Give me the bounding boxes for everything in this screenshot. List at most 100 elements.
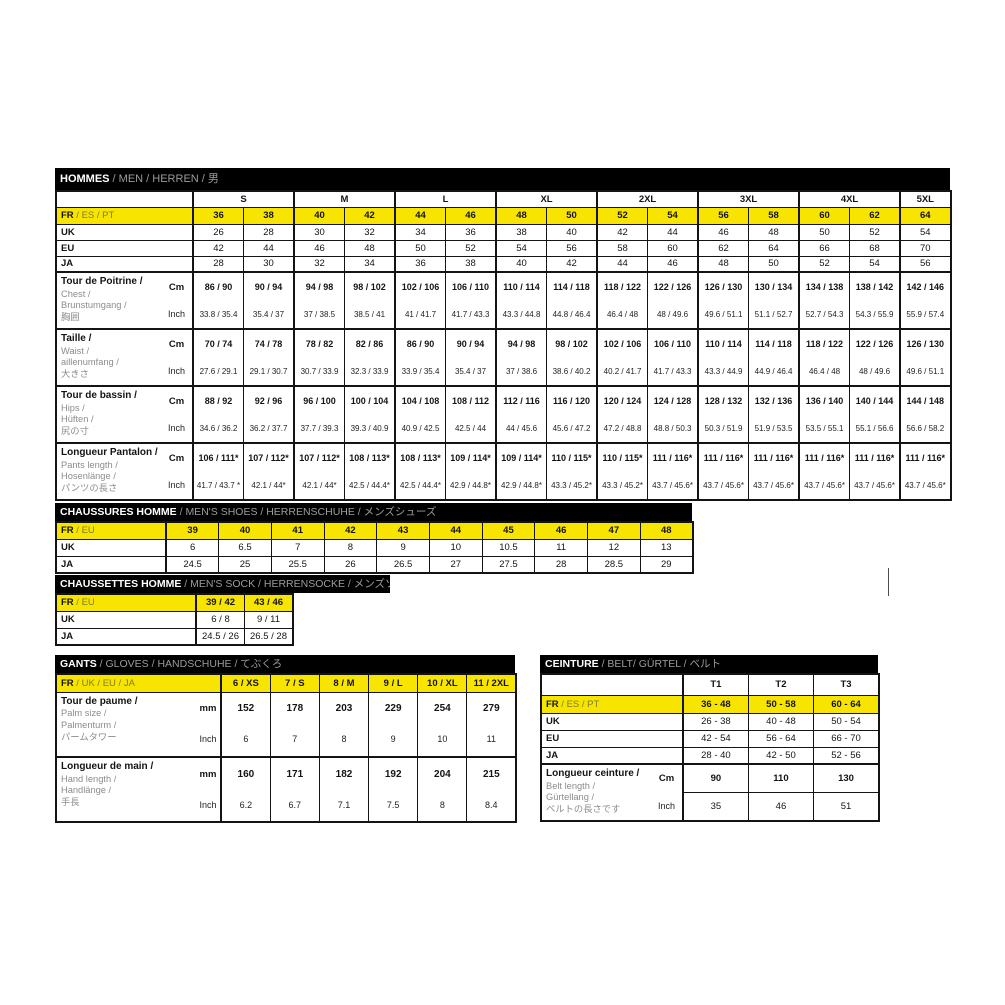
size-cell: 132 / 136 51.9 / 53.5	[748, 385, 801, 444]
size-group-header: 5XL	[899, 190, 952, 208]
size-cell: 70	[899, 239, 952, 257]
size-cell: 106 / 111* 41.7 / 43.7 *	[192, 442, 244, 501]
size-cell: 138 / 142 54.3 / 55.9	[849, 271, 902, 330]
size-cell: 94 / 98 37 / 38.5	[293, 271, 345, 330]
unit-label: Cm	[651, 763, 684, 792]
value-bottom: 8.4	[485, 799, 498, 810]
size-cell: 46	[747, 791, 815, 822]
table-title-bar: CHAUSSURES HOMME / MEN'S SHOES / HERRENS…	[55, 503, 692, 521]
size-cell: 34	[344, 255, 397, 273]
row-label-line: aillenumfang /	[61, 357, 119, 368]
size-cell: 90 / 94 35.4 / 37	[445, 328, 498, 387]
value-top: 112 / 116	[503, 395, 540, 406]
size-cell: 46	[647, 255, 700, 273]
table-title-bar: HOMMES / MEN / HERREN / 男	[55, 168, 950, 190]
size-cell: 26	[323, 555, 378, 574]
row-label-line: 手長	[61, 797, 80, 808]
size-group-header: 4XL	[798, 190, 902, 208]
row-label-line: 尻の寸	[61, 426, 89, 437]
value-bottom: 6.7	[288, 799, 302, 810]
size-cell: 50 - 54	[813, 712, 880, 731]
row-label-line: 大きさ	[61, 369, 89, 380]
size-cell: 114 / 118 44.9 / 46.4	[748, 328, 801, 387]
size-cell: 171 6.7	[269, 756, 320, 823]
size-cell: 50	[394, 239, 447, 257]
size-cell: 10.5	[481, 538, 536, 557]
size-cell: 44	[647, 223, 700, 241]
unit-cm: Cm	[658, 773, 675, 784]
value-top: 111 / 116*	[905, 452, 946, 463]
value-top: 88 / 92	[204, 395, 233, 406]
value-top: Cm	[168, 338, 185, 350]
value-bottom: 7.5	[386, 799, 400, 810]
value-bottom: Inch	[199, 799, 217, 810]
size-cell: 36 - 48	[682, 694, 749, 714]
size-cell: 120 / 124 47.2 / 48.8	[596, 385, 649, 444]
value-top: 109 / 114*	[501, 452, 542, 463]
mens-shoes-table: FR / EU 39 40 41 42 43 44 45 46 47 48 UK 6 6.5 7 8 9 10 10…	[55, 521, 694, 574]
value-bottom: Inch	[167, 479, 185, 490]
size-cell: 108 / 113* 42.5 / 44.4*	[394, 442, 447, 501]
size-cell: 78 / 82 30.7 / 33.9	[293, 328, 345, 387]
size-cell: 42 - 54	[682, 729, 749, 748]
size-cell: 28	[243, 223, 295, 241]
value-bottom: 43.3 / 45.2*	[551, 480, 592, 490]
size-cell: 47	[587, 521, 641, 540]
value-top: 98 / 102	[353, 281, 386, 292]
value-bottom: Inch	[167, 308, 185, 319]
size-cell: 36	[394, 255, 447, 273]
value-top: 192	[384, 768, 402, 780]
size-cell: 204 8	[417, 756, 468, 823]
size-cell: 112 / 116 44 / 45.6	[495, 385, 548, 444]
size-cell: 43 / 46	[244, 593, 294, 612]
value-top: 106 / 110	[451, 281, 490, 292]
value-bottom: 54.3 / 55.9	[855, 309, 894, 319]
size-cell: 110 / 115* 43.3 / 45.2*	[546, 442, 599, 501]
value-top: 126 / 130	[906, 338, 945, 349]
value-top: mm	[199, 768, 217, 780]
size-cell: 118 / 122 46.4 / 48	[798, 328, 851, 387]
size-cell: 215 8.4	[466, 756, 517, 823]
value-bottom: Inch	[199, 734, 217, 745]
table-title-main: CEINTURE	[545, 658, 599, 670]
row-label-line: Belt length /	[546, 780, 596, 791]
table-title-bar: CEINTURE / BELT/ GÜRTEL / ベルト	[540, 655, 878, 673]
size-cell: 136 / 140 53.5 / 55.1	[798, 385, 851, 444]
value-bottom: 29.1 / 30.7	[249, 366, 288, 376]
row-label-code: UK	[546, 716, 560, 727]
value-top: 100 / 104	[350, 395, 389, 406]
size-cell: 30	[243, 255, 295, 273]
size-cell: 182 7.1	[318, 756, 370, 823]
row-label-line: Tour de Poitrine /	[61, 276, 143, 287]
size-cell: 110 / 115* 43.3 / 45.2*	[596, 442, 649, 501]
value-bottom: 52.7 / 54.3	[805, 309, 844, 319]
value-top: 98 / 102	[555, 338, 588, 349]
size-cell: 126 / 130 49.6 / 51.1	[899, 328, 952, 387]
size-cell: 34	[394, 223, 447, 241]
row-label: JA	[55, 255, 194, 273]
size-cell: 40	[495, 255, 548, 273]
size-cell: 26 - 38	[682, 712, 749, 731]
row-label: Longueur de main / Hand length / Handlänge…	[55, 756, 196, 823]
value-top: 94 / 98	[507, 338, 536, 349]
size-cell: 82 / 86 32.3 / 33.9	[344, 328, 397, 387]
value-bottom: 48 / 49.6	[858, 366, 891, 376]
value-bottom: 49.6 / 51.1	[906, 366, 945, 376]
row-label-langs: / UK / EU / JA	[73, 677, 135, 689]
size-cell: 26.5	[376, 555, 430, 574]
row-label-code: EU	[61, 242, 75, 254]
value-bottom: 30.7 / 33.9	[300, 366, 339, 376]
size-cell: 102 / 106 41 / 41.7	[394, 271, 447, 330]
value-bottom: 42.5 / 44	[454, 423, 487, 433]
value-bottom: 39.3 / 40.9	[350, 423, 389, 433]
value-bottom: 48.8 / 50.3	[653, 423, 692, 433]
size-cell: 60 - 64	[813, 694, 880, 714]
size-cell: 160 6.2	[220, 756, 271, 823]
value-bottom: 44 / 45.6	[505, 423, 538, 433]
unit-label: mm Inch	[196, 756, 223, 823]
size-cell: 45	[481, 521, 536, 540]
value-top: 86 / 90	[204, 281, 233, 292]
value-top: 94 / 98	[305, 281, 334, 292]
size-cell: 30	[293, 223, 345, 241]
size-cell: 107 / 112* 42.1 / 44*	[293, 442, 345, 501]
